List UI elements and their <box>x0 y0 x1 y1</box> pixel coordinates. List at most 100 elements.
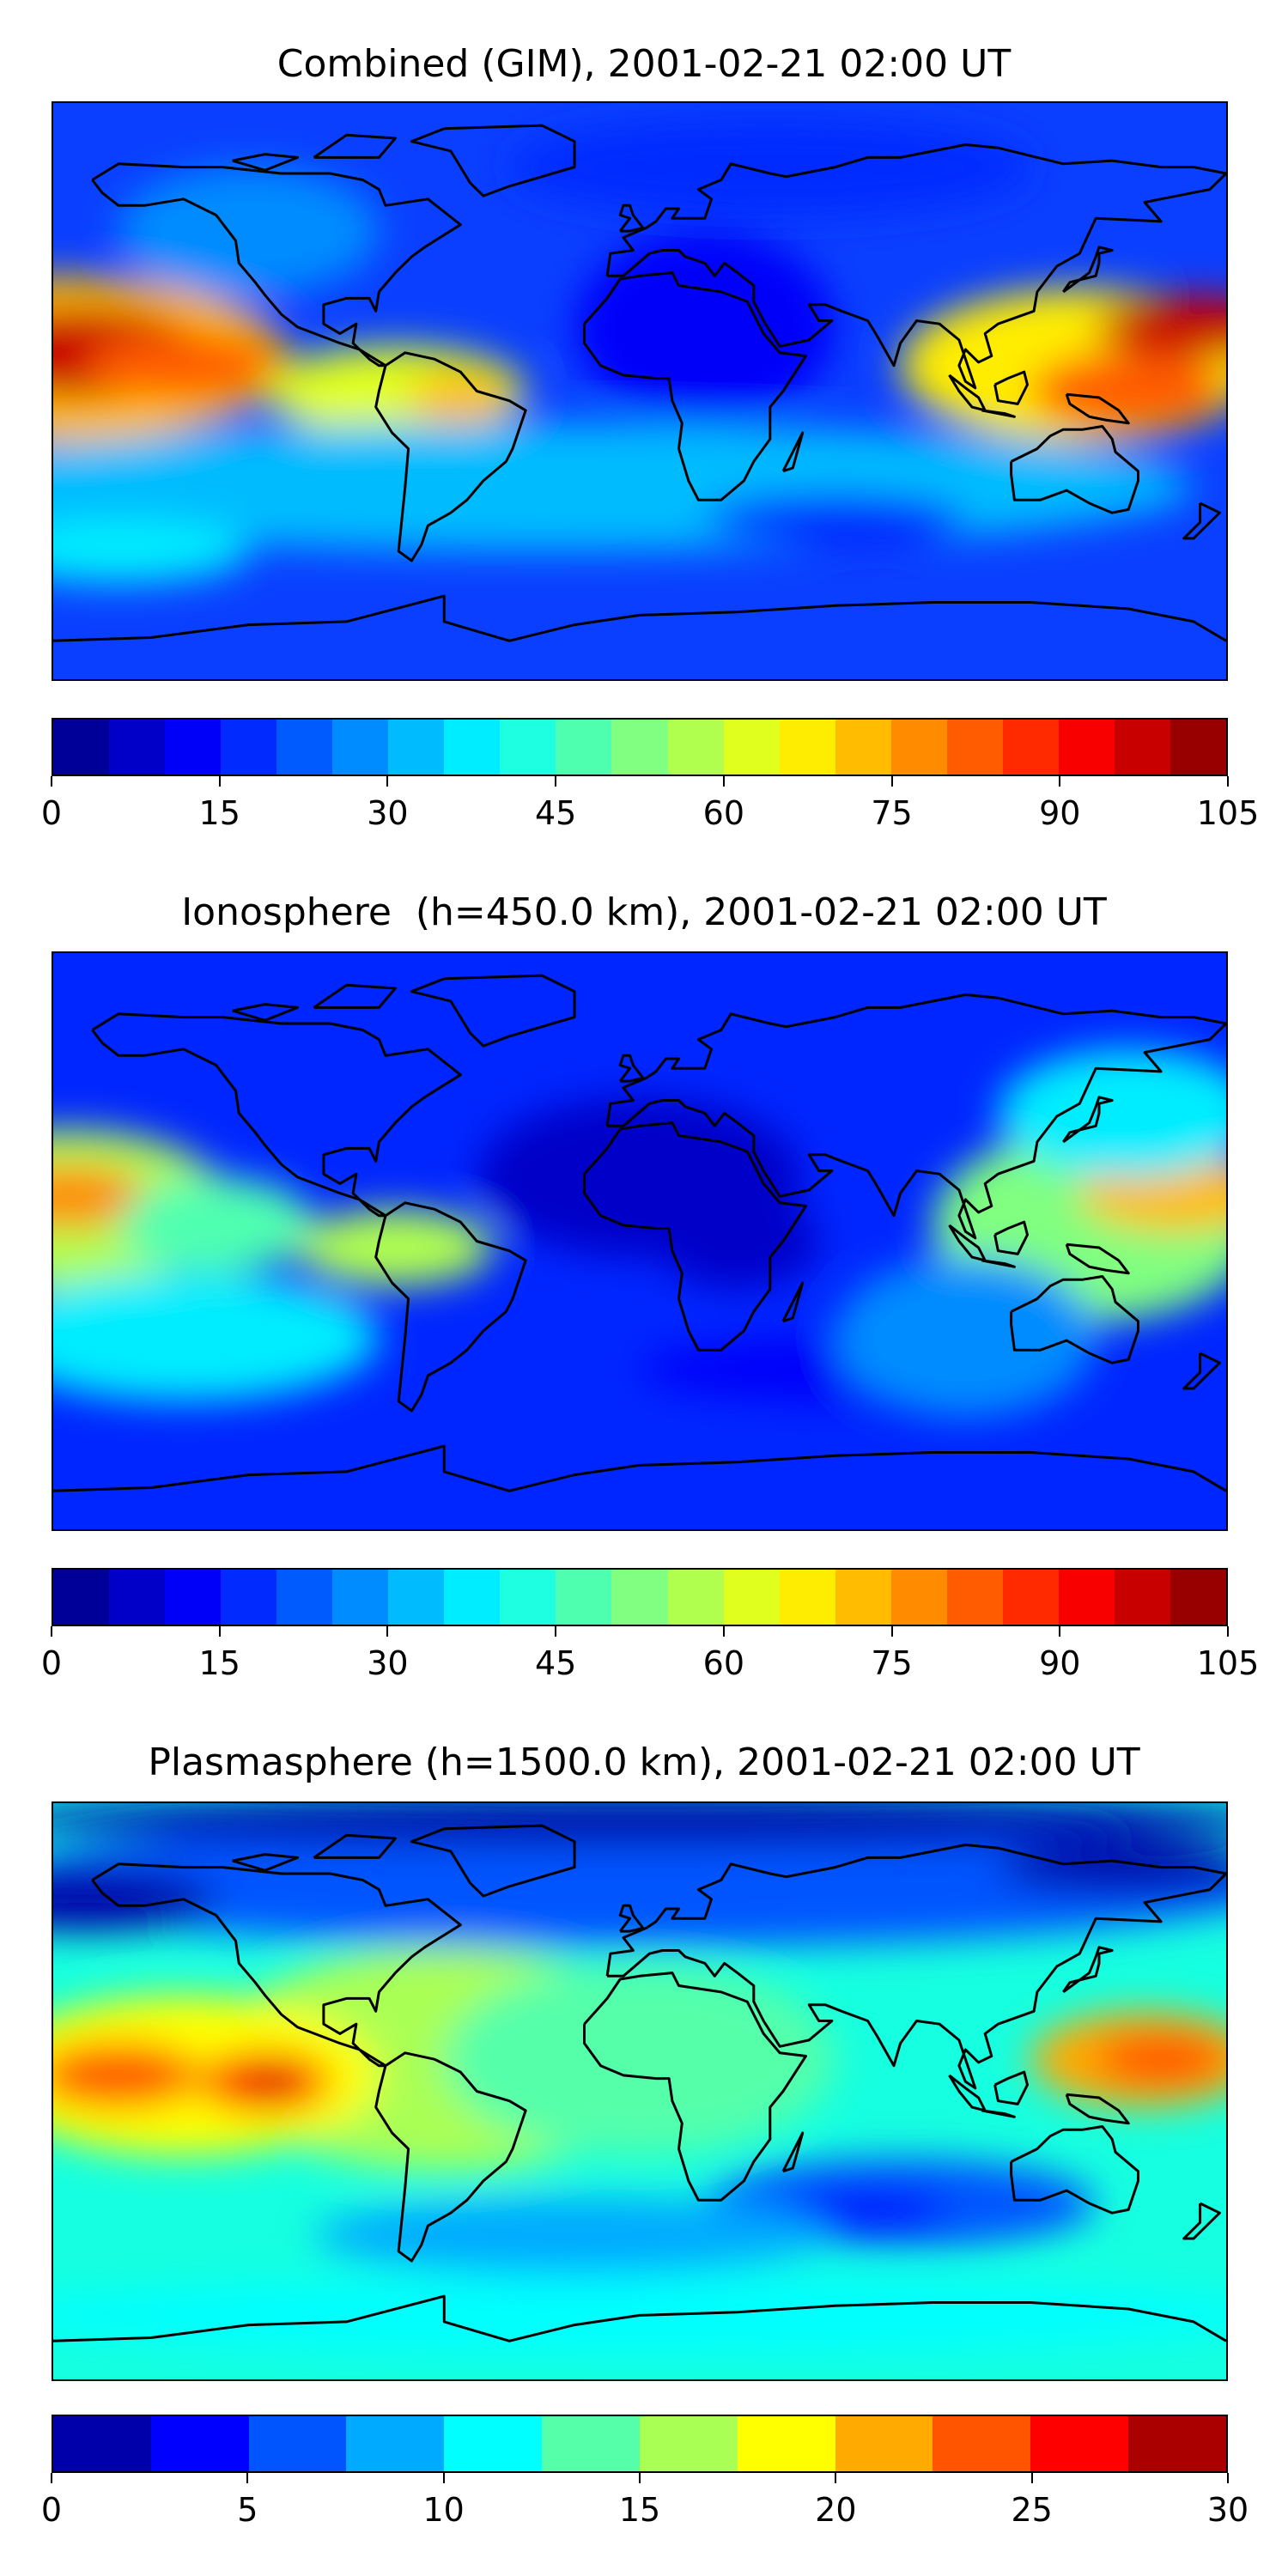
coastline <box>981 2109 1016 2118</box>
field-blob <box>444 1963 835 2156</box>
field-blob <box>53 1273 380 1401</box>
colorbar-tick-label: 75 <box>871 794 913 832</box>
colorbar-segment <box>1170 1570 1226 1625</box>
colorbar-tick-label: 15 <box>198 794 240 832</box>
colorbar-tick <box>442 2473 445 2483</box>
colorbar-ticks: 0 15 30 45 60 75 90 105 <box>41 776 1259 832</box>
coastline <box>981 409 1016 418</box>
coastline <box>618 1054 645 1083</box>
colorbar-tick <box>639 2473 641 2483</box>
colorbar-tick-label: 60 <box>702 794 745 832</box>
colorbar-tick-label: 10 <box>422 2491 465 2529</box>
colorbar-segment <box>1170 720 1226 775</box>
coastline <box>993 370 1029 405</box>
colorbar-segment <box>667 720 724 775</box>
map-svg <box>53 953 1226 1529</box>
coastline <box>1182 1352 1221 1390</box>
colorbar-segment <box>1114 1570 1170 1625</box>
colorbar-segment <box>332 1570 389 1625</box>
coastline <box>53 2294 1226 2342</box>
coastline <box>781 1281 805 1323</box>
colorbar-tick <box>890 1626 893 1637</box>
coastline <box>410 124 576 197</box>
colorbar-segment <box>1058 720 1115 775</box>
colorbar-tick <box>51 2473 52 2483</box>
colorbar-tick <box>890 776 893 787</box>
colorbar-tick <box>51 1626 52 1637</box>
coastline <box>605 143 1226 390</box>
coastline <box>618 204 645 233</box>
coastline <box>981 1259 1016 1268</box>
colorbar-segment <box>835 1570 891 1625</box>
coastline <box>91 162 462 368</box>
coastline <box>53 1444 1226 1492</box>
field-blob <box>574 231 835 423</box>
colorbar-tick <box>1227 2473 1229 2483</box>
colorbar-segment <box>835 2416 933 2471</box>
colorbar-segment <box>1058 1570 1115 1625</box>
colorbar-tick-label: 75 <box>871 1644 913 1682</box>
coastline <box>53 594 1226 642</box>
colorbar-segment <box>1002 1570 1059 1625</box>
colorbar-segment <box>276 1570 333 1625</box>
colorbar-segment <box>611 1570 668 1625</box>
colorbar-segment <box>221 1570 277 1625</box>
colorbar-segment <box>346 2416 445 2471</box>
coastline <box>91 1862 462 2068</box>
colorbar-ticks: 0 5 10 15 20 25 30 <box>41 2473 1249 2528</box>
colorbar-segment <box>890 1570 947 1625</box>
colorbar-tick-label: 30 <box>367 794 409 832</box>
field-blob <box>408 372 513 423</box>
colorbar-tick <box>1227 1626 1229 1637</box>
colorbar-segment <box>444 2416 543 2471</box>
coastline <box>583 1121 807 1352</box>
coastline <box>410 1824 576 1898</box>
coastline <box>374 1201 527 1413</box>
coastline <box>993 1220 1029 1255</box>
coastline <box>1062 246 1114 294</box>
colorbar-tick <box>555 1626 557 1637</box>
field-blob <box>655 1193 819 1290</box>
coastline <box>605 993 1226 1240</box>
colorbar-tick-label: 25 <box>1011 2491 1053 2529</box>
colorbar-tick <box>722 776 725 787</box>
colorbar-tick <box>1030 2473 1033 2483</box>
field-blob <box>998 1841 1226 1893</box>
colorbar <box>52 718 1228 776</box>
colorbar-tick-label: 30 <box>1206 2491 1249 2529</box>
field-blob <box>85 333 282 398</box>
colorbar-segment <box>500 720 556 775</box>
colorbar-segment <box>165 720 222 775</box>
colorbar-ticks: 0 15 30 45 60 75 90 105 <box>41 1626 1259 1682</box>
map-svg <box>53 103 1226 679</box>
colorbar-tick <box>218 776 221 787</box>
colorbar-tick <box>246 2473 249 2483</box>
coastline <box>410 974 576 1048</box>
colorbar-tick <box>1227 776 1229 787</box>
colorbar-segment <box>1128 2416 1226 2471</box>
colorbar-tick <box>386 1626 389 1637</box>
colorbar-segment <box>53 2416 151 2471</box>
colorbar-segment <box>109 720 166 775</box>
colorbar-segment <box>1030 2416 1129 2471</box>
field-blob <box>252 2072 291 2092</box>
colorbar-tick-label: 0 <box>40 2491 63 2529</box>
colorbar-segment <box>946 1570 1003 1625</box>
coastline <box>91 1012 462 1218</box>
field-blob <box>835 1257 1097 1418</box>
colorbar-segment <box>723 720 780 775</box>
colorbar-segment <box>53 1570 110 1625</box>
colorbar-segment <box>542 2416 640 2471</box>
map-panel <box>52 101 1228 681</box>
colorbar-segment <box>248 2416 347 2471</box>
colorbar-tick-label: 105 <box>1196 1644 1260 1682</box>
colorbar-segment <box>890 720 947 775</box>
colorbar-segment <box>737 2416 835 2471</box>
colorbar-segment <box>221 720 277 775</box>
colorbar-tick-label: 45 <box>534 794 577 832</box>
colorbar-segment <box>556 720 612 775</box>
field-blob <box>1096 295 1226 360</box>
map-panel <box>52 951 1228 1531</box>
colorbar-segment <box>150 2416 249 2471</box>
map-svg <box>53 1803 1226 2379</box>
